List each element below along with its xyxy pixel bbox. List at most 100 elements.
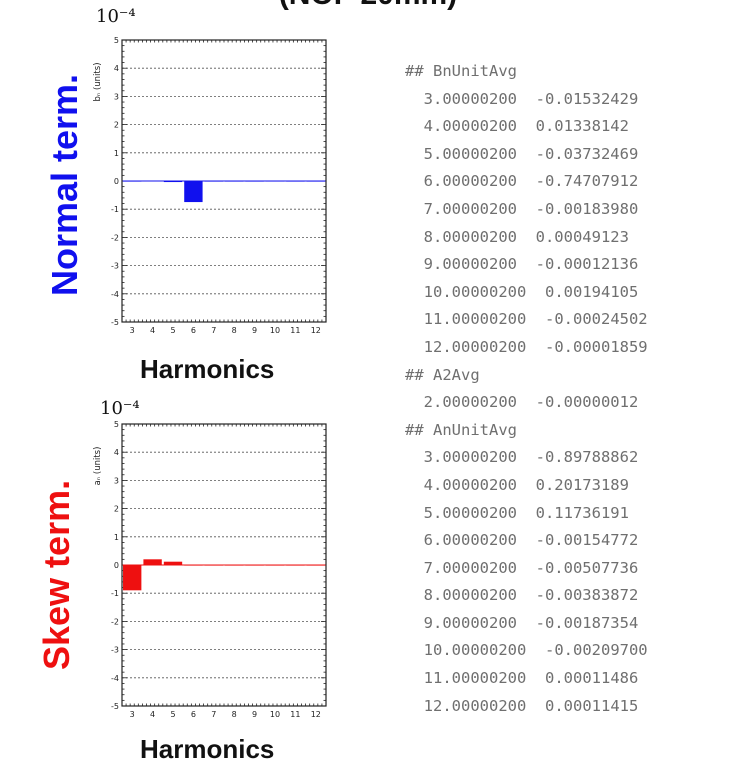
listing-row: 12.00000200 0.00011415 (405, 693, 648, 721)
skew-xtick-label: 10 (270, 710, 280, 719)
skew-ylabel: aₙ (units) (93, 447, 103, 486)
listing-value: -0.00024502 (526, 310, 648, 329)
skew-bar (184, 565, 203, 566)
listing-row: 11.00000200 0.00011486 (405, 665, 648, 693)
listing-row: 7.00000200 -0.00507736 (405, 555, 648, 583)
normal-bar (245, 181, 264, 182)
listing-row: 3.00000200 -0.01532429 (405, 86, 648, 114)
normal-bar (184, 181, 203, 203)
normal-ytick-label: 2 (114, 121, 119, 130)
normal-ytick-label: -4 (111, 290, 119, 299)
listing-harmonic: 4.00000200 (405, 475, 517, 494)
skew-ytick-label: 1 (114, 533, 119, 542)
normal-bar (163, 181, 183, 183)
listing-row: 8.00000200 0.00049123 (405, 224, 648, 252)
normal-bar (265, 180, 285, 182)
listing-value: 0.01338142 (516, 117, 629, 136)
listing-harmonic: 12.00000200 (405, 337, 527, 356)
skew-bar (225, 565, 244, 566)
listing-row: 6.00000200 -0.74707912 (405, 168, 648, 196)
skew-bar (143, 559, 162, 565)
skew-ytick-label: 2 (114, 505, 119, 514)
normal-xtick-label: 6 (191, 326, 196, 335)
skew-term-label: Skew term. (36, 479, 77, 670)
normal-bar (306, 181, 325, 182)
skew-xtick-label: 5 (170, 710, 175, 719)
normal-bar (143, 180, 162, 182)
normal-xtick-label: 11 (290, 326, 300, 335)
normal-bar (225, 180, 244, 182)
normal-term-label: Normal term. (44, 73, 85, 296)
listing-value: -0.89788862 (516, 448, 639, 467)
listing-value: -0.00187354 (516, 613, 639, 632)
listing-value: 0.11736191 (516, 503, 629, 522)
skew-ytick-label: -2 (111, 617, 119, 626)
listing-harmonic: 11.00000200 (405, 310, 527, 329)
skew-bar (306, 564, 325, 566)
listing-harmonic: 9.00000200 (405, 255, 517, 274)
skew-ytick-label: -4 (111, 674, 119, 683)
listing-harmonic: 3.00000200 (405, 448, 517, 467)
normal-bar (204, 181, 223, 182)
listing-row: 9.00000200 -0.00012136 (405, 251, 648, 279)
normal-ytick-label: 0 (114, 177, 119, 186)
skew-ytick-label: -5 (111, 702, 119, 711)
listing-harmonic: 10.00000200 (405, 282, 527, 301)
listing-value: -0.00012136 (516, 255, 639, 274)
listing-row: 7.00000200 -0.00183980 (405, 196, 648, 224)
normal-ytick-label: -1 (111, 205, 119, 214)
skew-ytick-label: 3 (114, 476, 119, 485)
skew-xtick-label: 3 (130, 710, 135, 719)
skew-xtick-label: 9 (252, 710, 257, 719)
normal-xtick-label: 10 (270, 326, 280, 335)
skew-ytick-label: -1 (111, 589, 119, 598)
listing-value: -0.00001859 (526, 337, 648, 356)
listing-harmonic: 5.00000200 (405, 144, 517, 163)
coefficient-listing: ## BnUnitAvg 3.00000200 -0.01532429 4.00… (405, 58, 648, 720)
skew-ytick-label: -3 (111, 646, 119, 655)
listing-harmonic: ## BnUnitAvg (405, 62, 517, 80)
listing-row: 9.00000200 -0.00187354 (405, 610, 648, 638)
listing-row: ## BnUnitAvg (405, 58, 648, 86)
listing-harmonic: 8.00000200 (405, 586, 517, 605)
listing-value: -0.00507736 (516, 558, 639, 577)
skew-xtick-label: 4 (150, 710, 155, 719)
skew-bar (123, 565, 142, 591)
skew-ytick-label: 0 (114, 561, 119, 570)
listing-harmonic: 9.00000200 (405, 613, 517, 632)
normal-xtick-label: 12 (311, 326, 321, 335)
normal-ytick-label: 3 (114, 92, 119, 101)
listing-row: ## A2Avg (405, 362, 648, 390)
listing-row: 5.00000200 0.11736191 (405, 500, 648, 528)
listing-row: 10.00000200 0.00194105 (405, 279, 648, 307)
page-title: (NOF 20mm) (0, 0, 736, 12)
listing-value: 0.00049123 (516, 227, 629, 246)
normal-ytick-label: 4 (114, 64, 119, 73)
normal-frame (121, 39, 327, 323)
listing-harmonic: 7.00000200 (405, 558, 517, 577)
normal-xtick-label: 9 (252, 326, 257, 335)
listing-harmonic: 5.00000200 (405, 503, 517, 522)
listing-value: -0.00154772 (516, 531, 639, 550)
skew-bar (286, 564, 305, 566)
listing-harmonic: 8.00000200 (405, 227, 517, 246)
skew-ytick-label: 4 (114, 448, 119, 457)
listing-harmonic: 4.00000200 (405, 117, 517, 136)
listing-row: 10.00000200 -0.00209700 (405, 637, 648, 665)
listing-row: 3.00000200 -0.89788862 (405, 444, 648, 472)
listing-value: -0.74707912 (516, 172, 639, 191)
skew-bar (163, 561, 183, 565)
listing-value: -0.00383872 (516, 586, 639, 605)
skew-xtick-label: 6 (191, 710, 196, 719)
normal-xtick-label: 7 (211, 326, 216, 335)
skew-bar (204, 565, 223, 566)
skew-bar (265, 565, 285, 566)
normal-bar (286, 181, 305, 182)
listing-harmonic: 6.00000200 (405, 531, 517, 550)
listing-harmonic: ## A2Avg (405, 365, 480, 384)
listing-harmonic: 7.00000200 (405, 199, 517, 218)
listing-value: 0.00194105 (526, 282, 639, 301)
normal-xtick-label: 3 (130, 326, 135, 335)
normal-ylabel: bₙ (units) (93, 62, 103, 101)
listing-harmonic: ## AnUnitAvg (405, 420, 517, 439)
